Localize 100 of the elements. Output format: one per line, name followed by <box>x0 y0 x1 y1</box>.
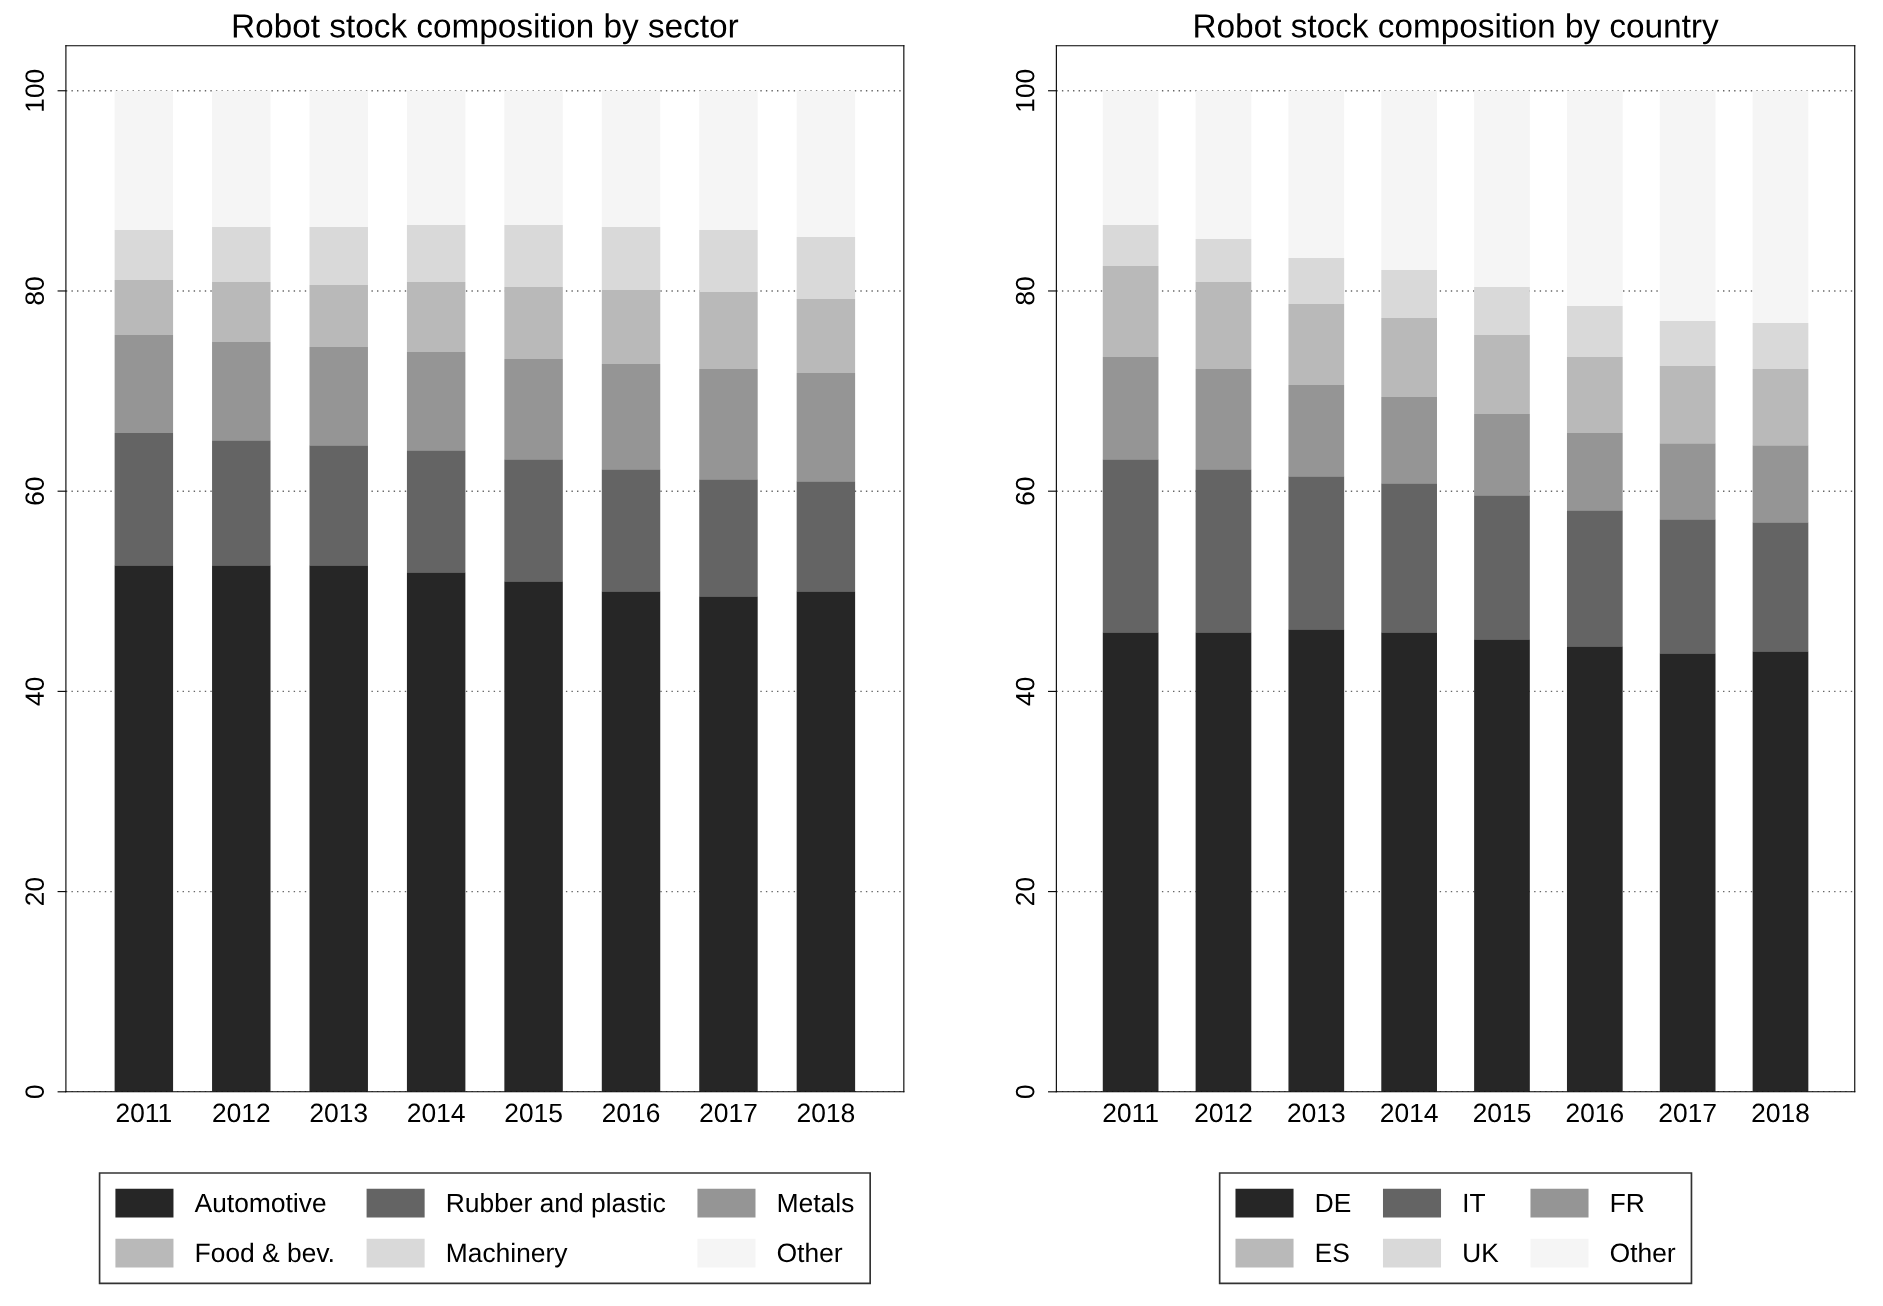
y-tick-label: 100 <box>1015 69 1035 111</box>
bar <box>114 279 174 336</box>
bar <box>212 342 271 441</box>
x-tick-label: 2018 <box>1752 1103 1809 1123</box>
bar <box>504 459 563 582</box>
bar <box>1195 369 1252 470</box>
bar <box>1659 443 1716 520</box>
legend-label: Metals <box>778 1192 854 1213</box>
bar <box>1566 90 1623 306</box>
bar <box>796 591 856 1092</box>
legend-label: Automotive <box>194 1192 326 1213</box>
bar <box>1288 303 1345 386</box>
y-tick-label: 60 <box>25 477 45 505</box>
bar <box>1474 90 1530 287</box>
bar <box>406 572 466 1092</box>
bar <box>1752 323 1809 370</box>
bar <box>1102 90 1159 225</box>
bar <box>1659 90 1716 321</box>
bar <box>114 335 174 434</box>
legend-label: Rubber and plastic <box>447 1192 666 1218</box>
bar <box>1752 651 1809 1092</box>
bar <box>1381 318 1437 398</box>
bar <box>309 90 368 227</box>
bar <box>1474 414 1530 496</box>
bar <box>1659 321 1716 367</box>
bar <box>796 373 856 482</box>
bar <box>1474 639 1530 1092</box>
bar <box>699 229 758 292</box>
bar <box>212 565 271 1092</box>
legend-label: UK <box>1464 1243 1499 1263</box>
bar <box>1566 646 1623 1092</box>
bar <box>1195 632 1252 1092</box>
bar <box>1659 519 1716 654</box>
bar <box>309 284 368 348</box>
bar <box>1566 357 1623 434</box>
bar <box>1474 495 1530 640</box>
x-tick-label: 2018 <box>797 1103 855 1123</box>
bar <box>114 433 174 566</box>
chart-title: Robot stock composition by country <box>1195 13 1719 45</box>
x-tick-label: 2016 <box>603 1103 660 1123</box>
bar <box>504 286 563 360</box>
y-tick-label: 0 <box>1015 1085 1035 1099</box>
bar <box>114 565 174 1092</box>
bar <box>212 226 271 282</box>
x-tick-label: 2011 <box>1103 1103 1158 1123</box>
x-tick-label: 2015 <box>1473 1103 1531 1123</box>
bar <box>1566 433 1623 511</box>
bar <box>1381 397 1437 484</box>
bar <box>504 224 563 287</box>
bar <box>212 90 271 227</box>
bar <box>796 236 856 299</box>
bar <box>1102 632 1159 1092</box>
x-tick-label: 2013 <box>1288 1103 1345 1123</box>
y-tick-label: 40 <box>1015 677 1035 706</box>
bar <box>309 445 368 566</box>
bar <box>309 347 368 446</box>
bar <box>601 90 661 227</box>
bar <box>1102 224 1159 266</box>
bar <box>504 359 563 460</box>
bar <box>601 591 661 1092</box>
bar <box>504 581 563 1092</box>
y-tick-label: 20 <box>1015 877 1035 905</box>
bar <box>1752 522 1809 652</box>
bar <box>796 90 856 237</box>
y-tick-label: 40 <box>25 677 45 706</box>
bar <box>1659 653 1716 1092</box>
bar <box>601 289 661 365</box>
y-tick-label: 80 <box>1015 277 1035 305</box>
x-tick-label: 2017 <box>1659 1103 1716 1123</box>
bar <box>309 565 368 1092</box>
bar <box>699 90 758 230</box>
bar <box>1474 286 1530 336</box>
bar <box>1752 90 1809 323</box>
legend-label: ES <box>1316 1243 1349 1263</box>
legend-label: FR <box>1611 1193 1644 1213</box>
bar <box>601 364 661 470</box>
bar <box>1381 90 1437 270</box>
bar <box>1659 366 1716 444</box>
bar <box>406 90 466 225</box>
bar <box>212 281 271 343</box>
bar <box>1288 385 1345 477</box>
bar <box>406 352 466 451</box>
x-tick-label: 2012 <box>1195 1103 1252 1123</box>
bar <box>1288 629 1345 1092</box>
bar <box>699 369 758 480</box>
bar <box>1566 510 1623 647</box>
bar <box>1102 357 1159 460</box>
bar <box>1288 90 1345 258</box>
y-tick-label: 100 <box>25 69 45 111</box>
bar <box>1381 269 1437 318</box>
x-tick-label: 2014 <box>408 1103 465 1123</box>
bar <box>309 226 368 285</box>
legend-label: IT <box>1464 1193 1485 1213</box>
bar <box>406 281 466 353</box>
legend-label: Other <box>777 1242 843 1263</box>
y-tick-label: 20 <box>25 877 45 905</box>
legend-label: Food & bev. <box>196 1242 333 1263</box>
bar <box>1474 335 1530 415</box>
bar <box>1566 305 1623 358</box>
bar <box>406 224 466 282</box>
